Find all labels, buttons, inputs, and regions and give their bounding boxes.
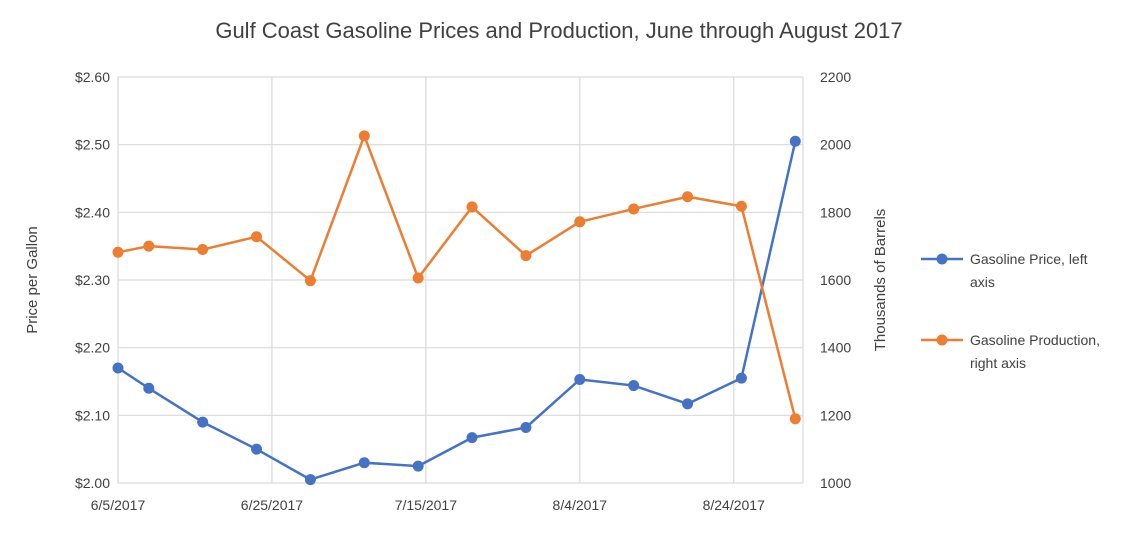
x-tick-label: 7/15/2017	[395, 497, 457, 513]
left-tick-label: $2.50	[75, 137, 110, 153]
x-tick-label: 8/24/2017	[703, 497, 765, 513]
data-point	[251, 231, 263, 243]
data-point	[682, 191, 694, 203]
legend-production-marker	[936, 334, 948, 346]
data-point	[574, 216, 586, 228]
legend-item-price: Gasoline Price, left axis	[921, 251, 1088, 290]
x-tick-label: 8/4/2017	[553, 497, 608, 513]
right-tick-label: 1200	[820, 407, 851, 423]
left-axis-ticks: $2.00 $2.10 $2.20 $2.30 $2.40 $2.50 $2.60	[75, 69, 110, 491]
gridlines	[117, 76, 804, 484]
data-point	[628, 203, 640, 215]
right-tick-label: 1400	[820, 340, 851, 356]
data-point	[466, 432, 478, 444]
data-point	[143, 240, 155, 252]
data-point	[358, 457, 370, 469]
left-tick-label: $2.10	[75, 407, 110, 423]
right-tick-label: 2200	[820, 69, 851, 85]
legend-price-label-line1: Gasoline Price, left	[970, 251, 1088, 267]
data-point	[628, 380, 640, 392]
data-point	[735, 372, 747, 384]
right-tick-label: 1600	[820, 272, 851, 288]
left-tick-label: $2.20	[75, 340, 110, 356]
data-point	[520, 422, 532, 434]
data-point	[143, 382, 155, 394]
legend-item-production: Gasoline Production, right axis	[921, 332, 1100, 371]
data-point	[304, 474, 316, 486]
data-point	[197, 244, 209, 256]
data-point	[789, 413, 801, 425]
data-point	[412, 272, 424, 284]
x-tick-label: 6/25/2017	[241, 497, 303, 513]
x-tick-label: 6/5/2017	[91, 497, 146, 513]
series-price	[112, 135, 801, 486]
data-point	[466, 201, 478, 213]
data-point	[112, 246, 124, 258]
x-axis-ticks: 6/5/2017 6/25/2017 7/15/2017 8/4/2017 8/24/2…	[91, 497, 765, 513]
series-group	[112, 130, 801, 486]
right-axis-ticks: 1000 1200 1400 1600 1800 2000 2200	[820, 69, 851, 491]
data-point	[735, 200, 747, 212]
data-point	[304, 275, 316, 287]
data-point	[412, 460, 424, 472]
data-point	[112, 362, 124, 374]
legend-price-label-line2: axis	[970, 274, 995, 290]
data-point	[574, 373, 586, 385]
chart-title: Gulf Coast Gasoline Prices and Productio…	[215, 18, 902, 43]
data-point	[197, 416, 209, 428]
left-tick-label: $2.60	[75, 69, 110, 85]
legend: Gasoline Price, left axis Gasoline Produ…	[921, 251, 1100, 371]
data-point	[251, 443, 263, 455]
data-point	[520, 250, 532, 262]
legend-price-marker	[936, 253, 948, 265]
data-point	[358, 130, 370, 142]
data-point	[682, 398, 694, 410]
series-production	[112, 130, 801, 425]
left-axis-label: Price per Gallon	[24, 226, 41, 334]
series-line	[117, 134, 797, 420]
legend-production-label-line2: right axis	[970, 355, 1026, 371]
data-point	[789, 135, 801, 147]
left-tick-label: $2.00	[75, 475, 110, 491]
right-tick-label: 1000	[820, 475, 851, 491]
right-tick-label: 2000	[820, 137, 851, 153]
series-line	[117, 141, 797, 481]
right-tick-label: 1800	[820, 204, 851, 220]
left-tick-label: $2.30	[75, 272, 110, 288]
right-axis-label: Thousands of Barrels	[872, 209, 889, 352]
left-tick-label: $2.40	[75, 204, 110, 220]
legend-production-label-line1: Gasoline Production,	[970, 332, 1100, 348]
